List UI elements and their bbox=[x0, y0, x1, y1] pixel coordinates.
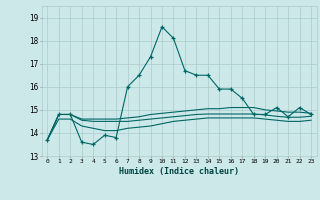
X-axis label: Humidex (Indice chaleur): Humidex (Indice chaleur) bbox=[119, 167, 239, 176]
